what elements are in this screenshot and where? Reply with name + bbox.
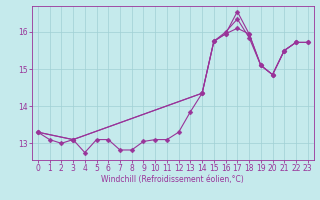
X-axis label: Windchill (Refroidissement éolien,°C): Windchill (Refroidissement éolien,°C) (101, 175, 244, 184)
